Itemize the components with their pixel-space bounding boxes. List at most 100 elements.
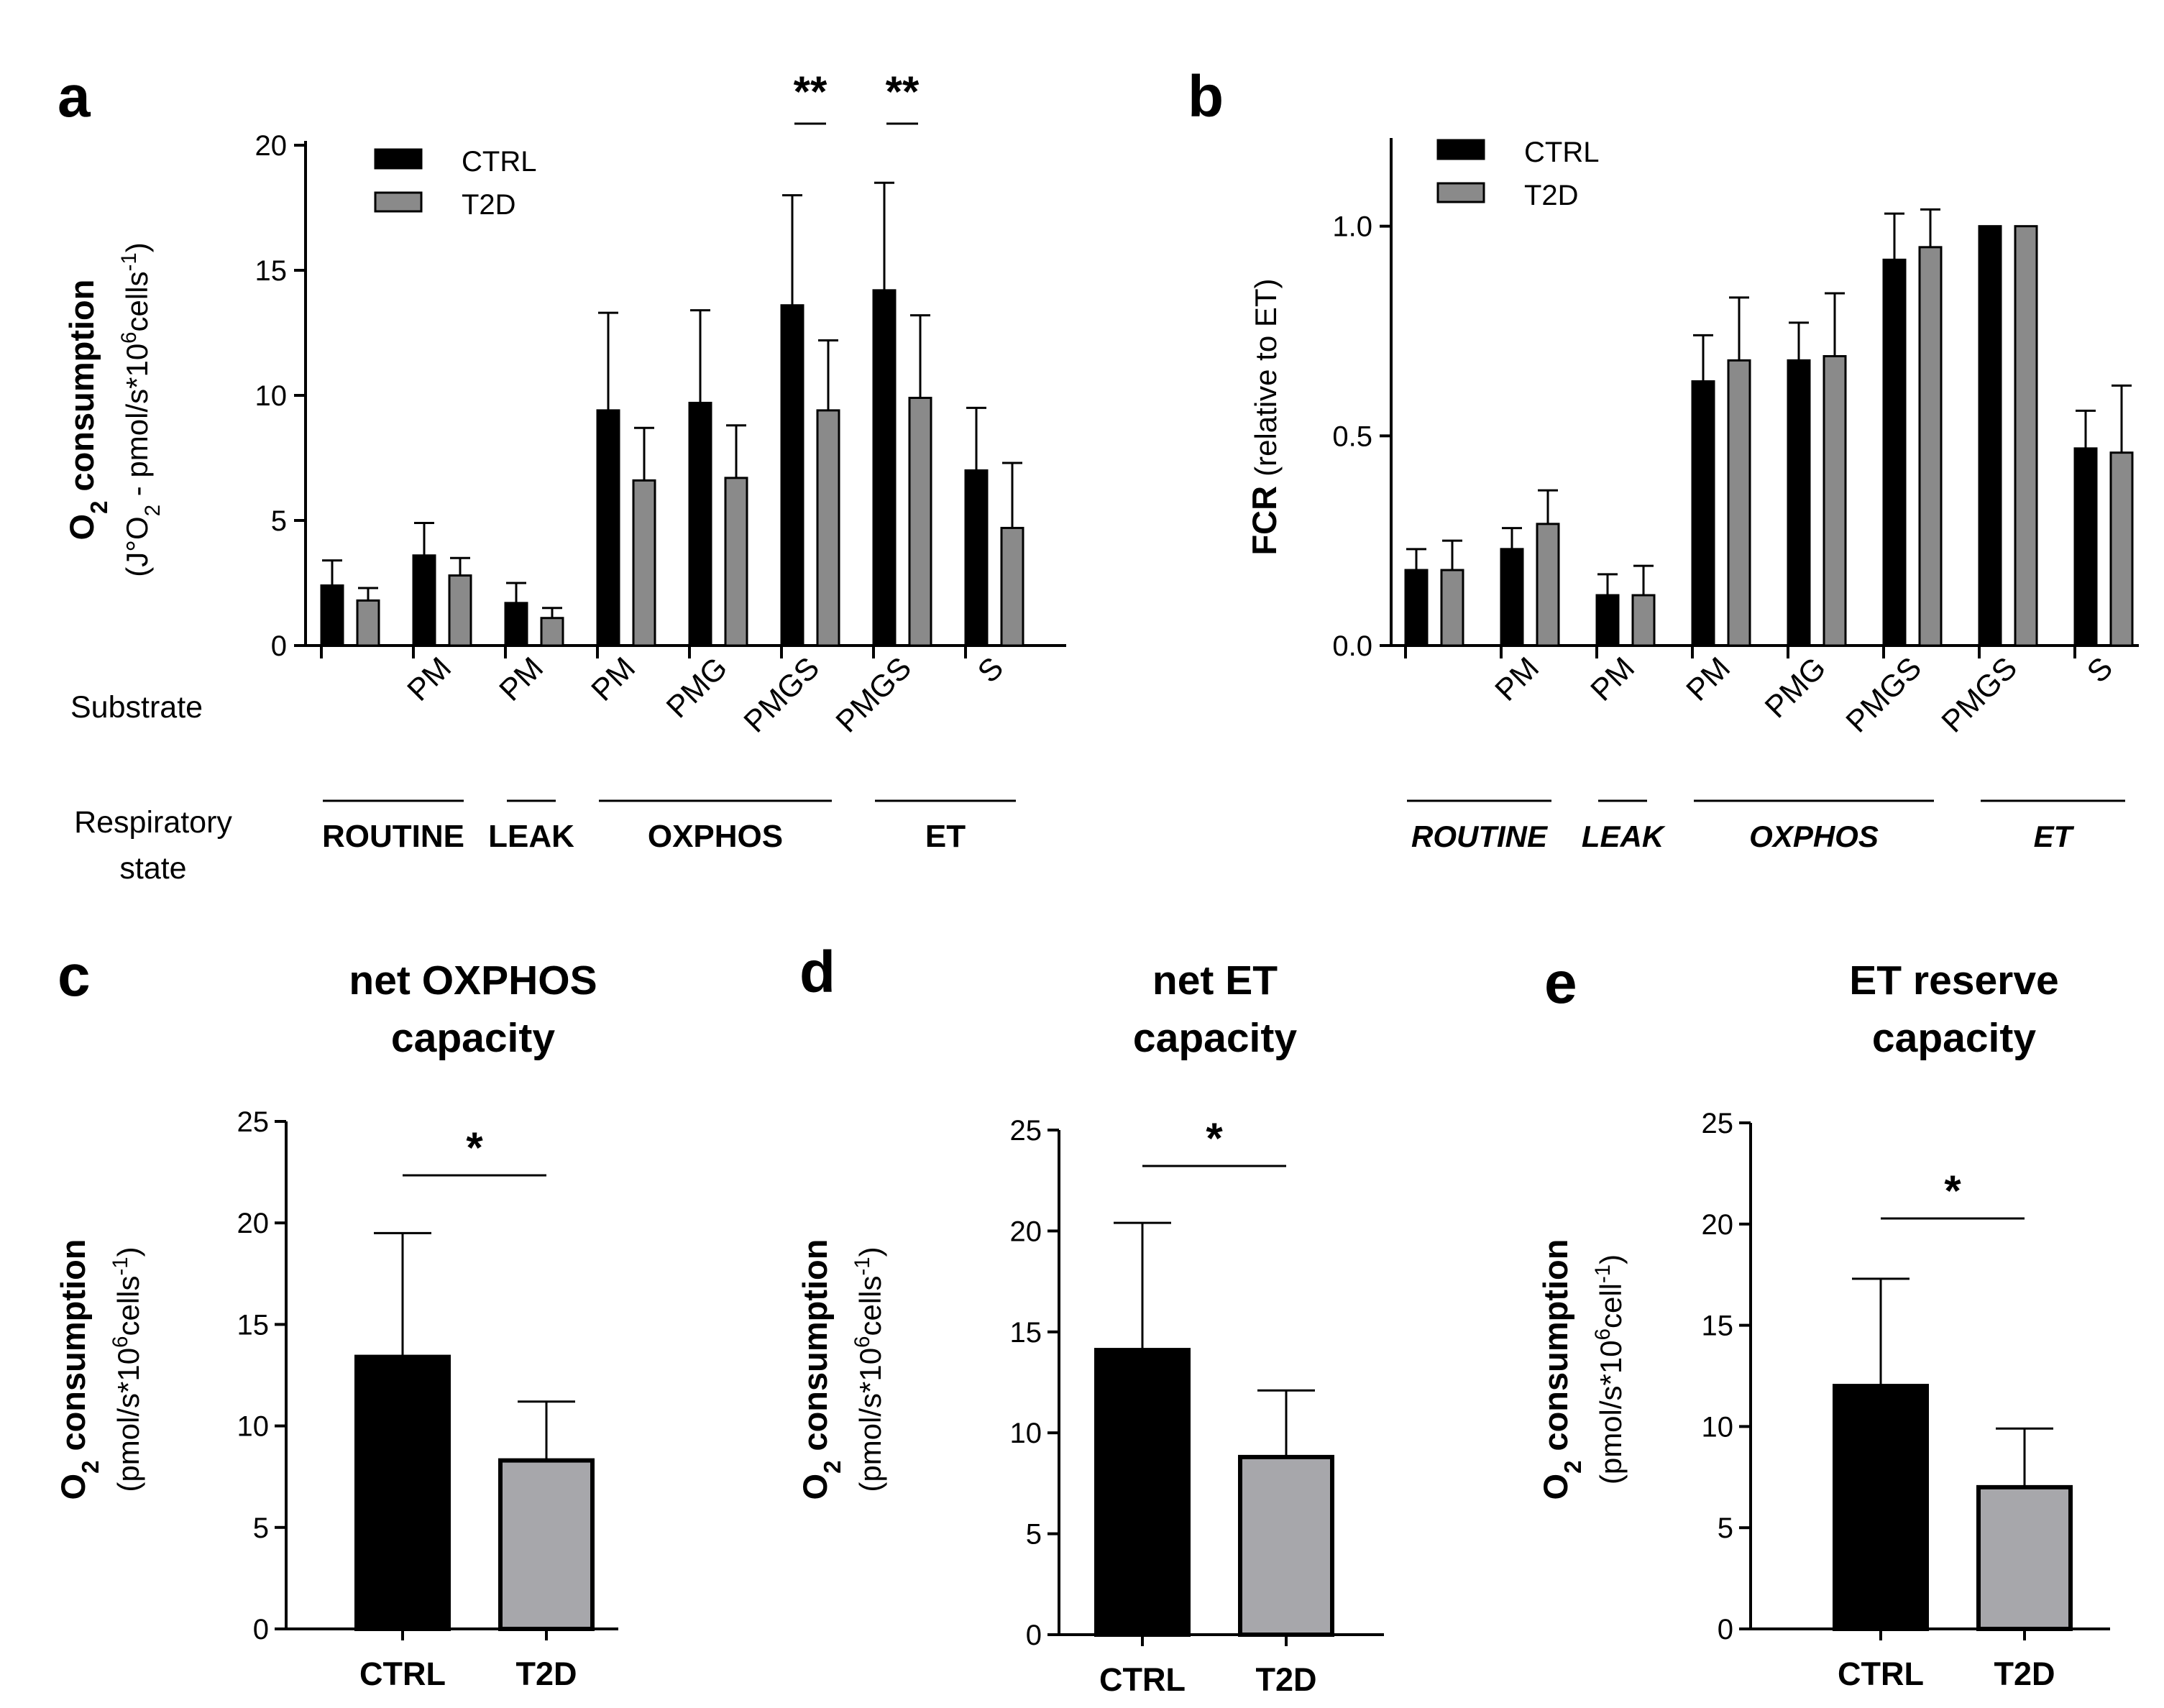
substrate-label: PMGS <box>830 651 918 739</box>
bar-ctrl <box>1094 1348 1191 1638</box>
y-tick-label: 25 <box>1010 1115 1042 1147</box>
y-tick-label: 5 <box>253 1512 269 1544</box>
y-axis-units: (pmol/s*106cells-1) <box>109 1246 146 1492</box>
y-tick-label: 0 <box>271 630 287 662</box>
y-tick-label: 10 <box>237 1411 270 1443</box>
respiratory-row-label: state <box>119 851 186 886</box>
substrate-label: S <box>2081 651 2119 689</box>
significance-marker: * <box>1944 1167 1961 1215</box>
legend-swatch-ctrl <box>374 148 423 170</box>
panel-letter: b <box>1188 64 1224 129</box>
bar-t2d-1 <box>1536 523 1560 647</box>
y-tick-label: 1.0 <box>1332 211 1372 243</box>
y-tick-label: 15 <box>255 255 288 287</box>
y-axis-title: O2 consumption <box>1536 1239 1586 1500</box>
panel-letter: e <box>1544 950 1577 1016</box>
state-label: OXPHOS <box>1749 819 1879 853</box>
substrate-label: PM <box>401 651 459 708</box>
bar-t2d-5 <box>1918 246 1943 647</box>
y-axis-units: (pmol/s*106cells-1) <box>851 1246 888 1492</box>
y-tick-label: 5 <box>271 505 287 537</box>
y-tick-label: 10 <box>255 380 288 412</box>
bar-t2d-4 <box>1823 355 1847 647</box>
state-label: OXPHOS <box>648 819 783 854</box>
bar-ctrl-4 <box>1787 359 1811 647</box>
legend-swatch-ctrl <box>1436 139 1485 160</box>
legend-label-t2d: T2D <box>462 189 516 221</box>
substrate-label: PM <box>493 651 551 708</box>
legend-swatch-t2d <box>1436 182 1485 203</box>
state-label: ROUTINE <box>322 819 464 854</box>
bar-t2d-6 <box>908 396 932 647</box>
bar-ctrl-1 <box>1500 548 1524 647</box>
panel-title: capacity <box>1872 1015 2036 1061</box>
y-tick-label: 5 <box>1026 1519 1042 1551</box>
legend-label-t2d: T2D <box>1524 180 1579 211</box>
substrate-label: PMGS <box>1840 651 1928 739</box>
bar-t2d-0 <box>356 599 380 647</box>
substrate-label: S <box>971 651 1010 689</box>
legend-label-ctrl: CTRL <box>1524 137 1599 168</box>
category-label-ctrl: CTRL <box>1838 1656 1924 1692</box>
y-axis-title: O2 consumption <box>63 280 112 541</box>
state-label: LEAK <box>1582 819 1666 853</box>
panel-letter: a <box>58 64 91 129</box>
y-tick-label: 15 <box>1010 1317 1042 1349</box>
category-label-ctrl: CTRL <box>359 1656 446 1692</box>
significance-marker: * <box>466 1124 483 1172</box>
significance-marker: ** <box>886 68 920 116</box>
substrate-label: PMGS <box>738 651 826 739</box>
substrate-row-label: Substrate <box>70 690 203 725</box>
y-tick-label: 15 <box>237 1309 270 1341</box>
respiratory-row-label: Respiratory <box>74 805 232 840</box>
state-label: LEAK <box>488 819 574 854</box>
legend-swatch-t2d <box>374 191 423 213</box>
substrate-label: PMGS <box>1935 651 2024 739</box>
bar-t2d-3 <box>1727 359 1751 647</box>
panel-letter: c <box>58 943 91 1009</box>
bar-ctrl-3 <box>596 409 620 647</box>
panel-title: capacity <box>391 1015 555 1061</box>
y-axis-title: O2 consumption <box>796 1239 845 1500</box>
panel-title: net OXPHOS <box>349 958 597 1004</box>
bar-t2d-3 <box>632 479 656 647</box>
substrate-label: PM <box>1680 651 1738 708</box>
bar-ctrl-2 <box>504 602 528 647</box>
panel-d: d net ET capacity O2 consumption (pmol/s*106… <box>796 940 1384 1698</box>
bar-t2d-4 <box>724 477 748 647</box>
y-axis-title: FCR (relative to ET) <box>1245 278 1283 555</box>
y-tick-label: 0.0 <box>1332 630 1372 662</box>
y-tick-label: 0 <box>1026 1620 1042 1651</box>
y-tick-label: 15 <box>1702 1310 1734 1342</box>
state-label: ROUTINE <box>1411 819 1549 853</box>
bar-t2d-0 <box>1440 569 1464 647</box>
y-tick-label: 25 <box>1702 1108 1734 1139</box>
y-tick-label: 20 <box>237 1208 270 1239</box>
bar-ctrl-6 <box>872 289 897 647</box>
bar-ctrl-5 <box>780 304 804 647</box>
y-tick-label: 20 <box>1010 1216 1042 1247</box>
bar-t2d-6 <box>2014 225 2038 647</box>
bar-ctrl-1 <box>412 554 436 647</box>
y-tick-label: 10 <box>1702 1411 1734 1443</box>
category-label-t2d: T2D <box>515 1656 577 1692</box>
state-label: ET <box>2034 819 2075 853</box>
y-tick-label: 20 <box>255 130 288 162</box>
bar-ctrl <box>1833 1384 1929 1631</box>
y-axis-title: O2 consumption <box>54 1239 104 1500</box>
bar-ctrl-3 <box>1691 380 1715 647</box>
bar-ctrl-0 <box>1404 569 1429 647</box>
bar-ctrl-2 <box>1595 594 1620 647</box>
panel-e: e ET reserve capacity O2 consumption (pmol/s… <box>1536 950 2110 1692</box>
bar-t2d-1 <box>448 574 472 647</box>
y-tick-label: 20 <box>1702 1209 1734 1241</box>
panel-title: net ET <box>1152 958 1278 1004</box>
bar-ctrl-0 <box>320 584 344 647</box>
y-tick-label: 0 <box>253 1614 269 1645</box>
substrate-label: PMG <box>660 651 734 725</box>
y-tick-label: 10 <box>1010 1418 1042 1449</box>
bar-ctrl-7 <box>964 469 989 647</box>
